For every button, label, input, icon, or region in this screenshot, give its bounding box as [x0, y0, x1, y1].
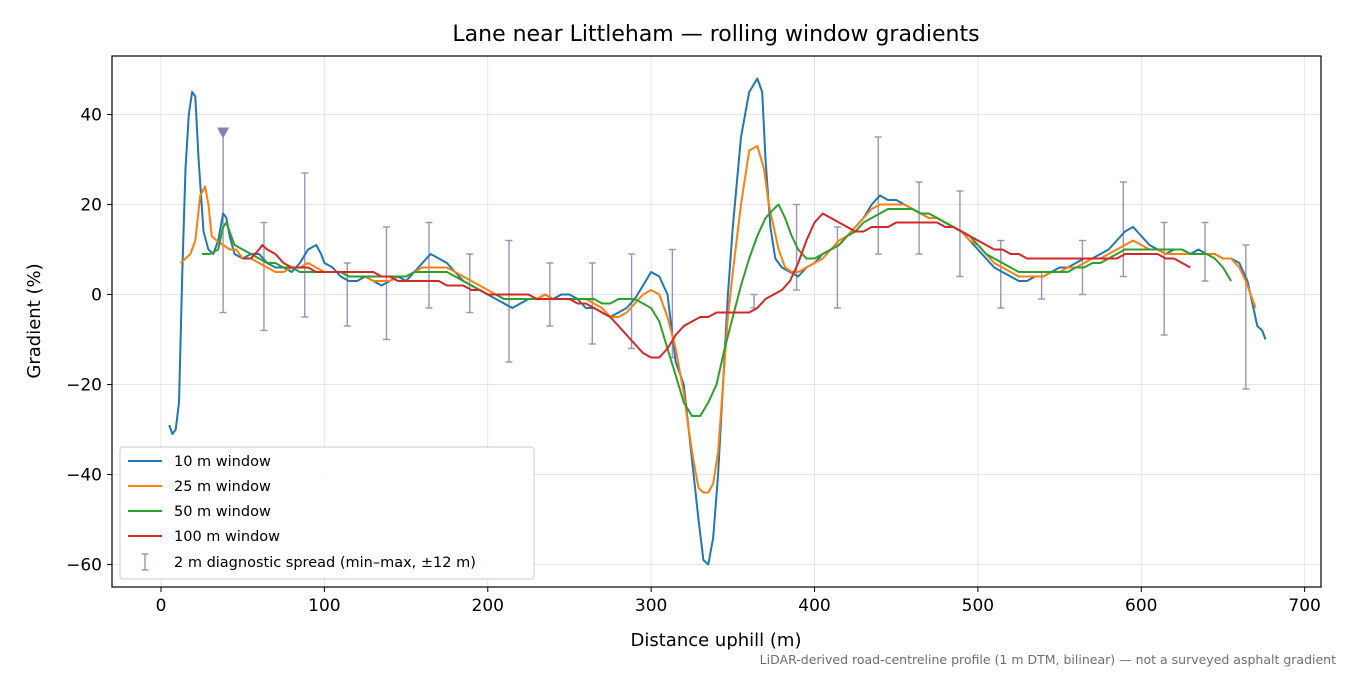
plot-frame [111, 55, 1322, 588]
spread-bar [343, 262, 351, 327]
x-tick-label: 200 [472, 596, 504, 616]
legend-box [119, 446, 535, 580]
legend-label: 50 m window [174, 504, 271, 520]
x-tick-label: 300 [635, 596, 667, 616]
spread-bar [301, 172, 309, 318]
x-tick-label: 0 [156, 596, 167, 616]
y-tick-label: 20 [80, 196, 102, 216]
chart-title: Lane near Littleham — rolling window gra… [452, 22, 979, 47]
y-tick-label: 0 [91, 286, 102, 306]
x-tick-label: 700 [1288, 596, 1320, 616]
spread-bar [874, 136, 882, 255]
spread-bar [425, 221, 433, 309]
legend-label: 100 m window [174, 529, 280, 545]
spread-bar [997, 239, 1005, 309]
legend-label: 10 m window [174, 454, 271, 470]
spread-marker [217, 127, 230, 139]
y-tick-label: −40 [66, 466, 102, 486]
spread-bar [1119, 181, 1127, 278]
y-axis-ticks: −60 −40 −20 0 20 40 [66, 106, 112, 576]
legend-label: 25 m window [174, 479, 271, 495]
spread-bar [750, 293, 758, 309]
spread-bar [546, 262, 554, 327]
legend-swatch [141, 553, 149, 571]
spread-bar [915, 181, 923, 255]
x-tick-label: 400 [798, 596, 830, 616]
spread-bar [1201, 221, 1209, 282]
y-tick-label: 40 [80, 106, 102, 126]
spread-bar [956, 190, 964, 278]
x-tick-label: 100 [308, 596, 340, 616]
spread-bar [1242, 244, 1250, 390]
y-tick-label: −60 [66, 556, 102, 576]
series-line [179, 145, 1257, 494]
x-axis-label: Distance uphill (m) [631, 630, 802, 651]
footnote: LiDAR-derived road-centreline profile (1… [760, 652, 1336, 667]
series-line [242, 212, 1191, 359]
series-lines [168, 77, 1267, 566]
grid-lines [112, 56, 1321, 587]
y-tick-label: −20 [66, 376, 102, 396]
spread-bar [833, 226, 841, 309]
spread-bar [260, 221, 268, 332]
legend: 10 m window 25 m window 50 m window 100 m w… [119, 446, 535, 580]
spread-bar [505, 239, 513, 363]
x-tick-label: 500 [962, 596, 994, 616]
series-line [201, 203, 1232, 417]
x-axis-ticks: 0 100 200 300 400 500 600 700 [156, 587, 1321, 616]
spread-bar [466, 253, 474, 314]
y-axis-label: Gradient (%) [24, 263, 45, 378]
series-line [168, 77, 1267, 566]
spread-bar [1160, 221, 1168, 336]
legend-label: 2 m diagnostic spread (min–max, ±12 m) [174, 555, 476, 571]
x-tick-label: 600 [1125, 596, 1157, 616]
